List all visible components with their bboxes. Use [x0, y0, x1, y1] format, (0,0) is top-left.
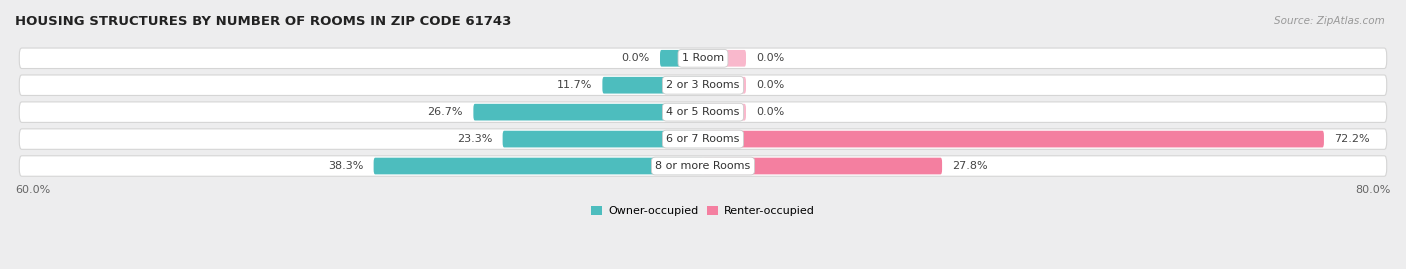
Text: 0.0%: 0.0%	[756, 80, 785, 90]
Text: 2 or 3 Rooms: 2 or 3 Rooms	[666, 80, 740, 90]
Text: 11.7%: 11.7%	[557, 80, 592, 90]
Text: 8 or more Rooms: 8 or more Rooms	[655, 161, 751, 171]
Text: 27.8%: 27.8%	[952, 161, 988, 171]
FancyBboxPatch shape	[20, 102, 1386, 122]
FancyBboxPatch shape	[703, 158, 942, 174]
FancyBboxPatch shape	[703, 77, 747, 94]
Text: HOUSING STRUCTURES BY NUMBER OF ROOMS IN ZIP CODE 61743: HOUSING STRUCTURES BY NUMBER OF ROOMS IN…	[15, 15, 512, 28]
Text: 26.7%: 26.7%	[427, 107, 463, 117]
Text: 0.0%: 0.0%	[756, 53, 785, 63]
FancyBboxPatch shape	[659, 50, 703, 67]
FancyBboxPatch shape	[20, 129, 1386, 149]
Text: 60.0%: 60.0%	[15, 185, 51, 195]
Text: 38.3%: 38.3%	[328, 161, 363, 171]
FancyBboxPatch shape	[703, 104, 747, 121]
FancyBboxPatch shape	[374, 158, 703, 174]
FancyBboxPatch shape	[703, 50, 747, 67]
Text: 0.0%: 0.0%	[621, 53, 650, 63]
Text: 23.3%: 23.3%	[457, 134, 492, 144]
Text: 6 or 7 Rooms: 6 or 7 Rooms	[666, 134, 740, 144]
Text: 0.0%: 0.0%	[756, 107, 785, 117]
Text: 4 or 5 Rooms: 4 or 5 Rooms	[666, 107, 740, 117]
FancyBboxPatch shape	[20, 156, 1386, 176]
FancyBboxPatch shape	[20, 75, 1386, 95]
FancyBboxPatch shape	[474, 104, 703, 121]
FancyBboxPatch shape	[502, 131, 703, 147]
FancyBboxPatch shape	[602, 77, 703, 94]
Text: Source: ZipAtlas.com: Source: ZipAtlas.com	[1274, 16, 1385, 26]
Text: 1 Room: 1 Room	[682, 53, 724, 63]
Text: 80.0%: 80.0%	[1355, 185, 1391, 195]
FancyBboxPatch shape	[20, 48, 1386, 69]
Text: 72.2%: 72.2%	[1334, 134, 1369, 144]
Legend: Owner-occupied, Renter-occupied: Owner-occupied, Renter-occupied	[586, 202, 820, 221]
FancyBboxPatch shape	[703, 131, 1324, 147]
